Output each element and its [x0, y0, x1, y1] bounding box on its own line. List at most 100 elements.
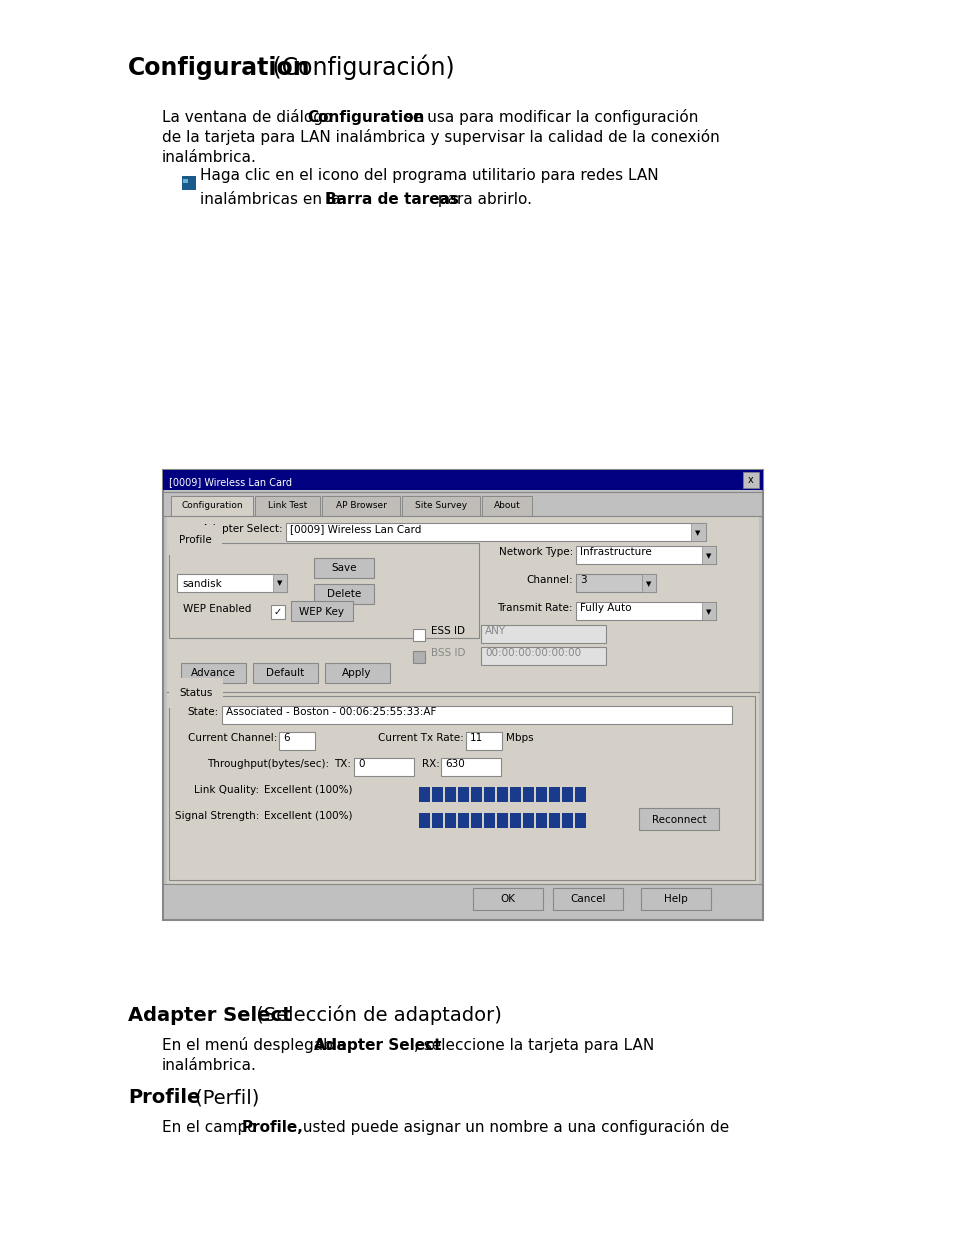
Bar [641, 574, 656, 592]
Text: WEP Enabled: WEP Enabled [183, 604, 251, 614]
Text: Channel:: Channel: [526, 576, 573, 585]
Text: Link Quality:: Link Quality: [193, 785, 258, 795]
Text: La ventana de diálogo: La ventana de diálogo [162, 109, 337, 125]
Bar [742, 472, 759, 488]
Text: Profile,: Profile, [241, 1120, 303, 1135]
Text: (Selección de adaptador): (Selección de adaptador) [250, 1005, 501, 1025]
Text: inalámbrica.: inalámbrica. [162, 149, 256, 165]
Bar [418, 813, 430, 827]
Text: En el campo: En el campo [162, 1120, 261, 1135]
Bar [273, 574, 287, 592]
Text: ▼: ▼ [695, 530, 700, 536]
Text: ▼: ▼ [645, 580, 651, 587]
Text: 00:00:00:00:00:00: 00:00:00:00:00:00 [484, 648, 580, 658]
Bar [278, 732, 314, 750]
Text: Apply: Apply [342, 668, 372, 678]
Text: Network Type:: Network Type: [498, 547, 573, 557]
Text: 0: 0 [357, 760, 364, 769]
Text: BSS ID: BSS ID [431, 648, 465, 658]
Bar [480, 625, 605, 643]
Text: 630: 630 [444, 760, 464, 769]
Text: Excellent (100%): Excellent (100%) [264, 785, 352, 795]
Text: de la tarjeta para LAN inalámbrica y supervisar la calidad de la conexión: de la tarjeta para LAN inalámbrica y sup… [162, 128, 719, 144]
Text: WEP Key: WEP Key [299, 606, 344, 618]
Text: Help: Help [663, 894, 687, 904]
Bar [483, 787, 495, 802]
Bar [163, 471, 762, 920]
Bar [314, 584, 374, 604]
Bar [401, 496, 479, 516]
Bar [548, 813, 559, 827]
Bar [561, 787, 573, 802]
Text: ESS ID: ESS ID [431, 626, 464, 636]
Bar [169, 697, 754, 881]
Bar [576, 546, 716, 564]
Bar [639, 808, 719, 830]
Text: Adapter Select:: Adapter Select: [202, 524, 283, 534]
Text: Current Channel:: Current Channel: [188, 734, 276, 743]
Text: Excellent (100%): Excellent (100%) [264, 811, 352, 821]
Bar [286, 522, 705, 541]
Text: Configuration: Configuration [128, 56, 311, 80]
Text: Associated - Boston - 00:06:25:55:33:AF: Associated - Boston - 00:06:25:55:33:AF [226, 706, 436, 718]
Bar [481, 496, 532, 516]
Text: usted puede asignar un nombre a una configuración de: usted puede asignar un nombre a una conf… [298, 1119, 729, 1135]
Text: TX:: TX: [334, 760, 351, 769]
Text: se usa para modificar la configuración: se usa para modificar la configuración [399, 109, 698, 125]
Text: Advance: Advance [191, 668, 235, 678]
Bar [690, 522, 705, 541]
Bar [497, 787, 507, 802]
Text: Save: Save [331, 563, 356, 573]
Bar [548, 787, 559, 802]
Text: ▼: ▼ [277, 580, 282, 585]
Bar [171, 496, 253, 516]
Text: OK: OK [500, 894, 515, 904]
Bar [473, 888, 542, 910]
Text: [0009] Wireless Lan Card: [0009] Wireless Lan Card [169, 477, 292, 487]
Text: Reconnect: Reconnect [651, 815, 705, 825]
Text: Link Test: Link Test [268, 501, 307, 510]
Text: Status: Status [179, 688, 213, 698]
Bar [291, 601, 353, 621]
Bar [471, 813, 481, 827]
Bar [413, 629, 424, 641]
Bar [522, 813, 534, 827]
Text: Fully Auto: Fully Auto [579, 603, 631, 613]
Text: para abrirlo.: para abrirlo. [433, 191, 531, 207]
Bar [457, 813, 469, 827]
Text: , seleccione la tarjeta para LAN: , seleccione la tarjeta para LAN [414, 1037, 654, 1053]
Bar [432, 813, 442, 827]
Bar [222, 706, 731, 724]
Text: About: About [493, 501, 519, 510]
Bar [322, 496, 399, 516]
Bar [444, 813, 456, 827]
Bar [471, 787, 481, 802]
Text: RX:: RX: [421, 760, 439, 769]
Bar [576, 574, 656, 592]
Bar [182, 177, 195, 190]
Text: Barra de tareas: Barra de tareas [325, 191, 459, 207]
Text: En el menú desplegable: En el menú desplegable [162, 1037, 351, 1053]
Text: (Configuración): (Configuración) [265, 54, 455, 80]
Text: ✓: ✓ [274, 606, 282, 618]
Bar [522, 787, 534, 802]
Text: Configuration: Configuration [307, 110, 424, 125]
Bar [575, 787, 585, 802]
Text: Mbps: Mbps [505, 734, 533, 743]
Text: [0009] Wireless Lan Card: [0009] Wireless Lan Card [290, 524, 421, 534]
Text: x: x [747, 475, 753, 485]
Bar [497, 813, 507, 827]
Text: Transmit Rate:: Transmit Rate: [497, 603, 573, 613]
Text: AP Browser: AP Browser [335, 501, 386, 510]
Bar [701, 601, 716, 620]
Bar [444, 787, 456, 802]
Bar [254, 496, 319, 516]
Bar [553, 888, 622, 910]
Text: 11: 11 [470, 734, 483, 743]
Bar [314, 558, 374, 578]
Bar [253, 663, 317, 683]
Bar [701, 546, 716, 564]
Bar [510, 813, 520, 827]
Text: Adapter Select: Adapter Select [314, 1037, 441, 1053]
Text: Current Tx Rate:: Current Tx Rate: [377, 734, 463, 743]
